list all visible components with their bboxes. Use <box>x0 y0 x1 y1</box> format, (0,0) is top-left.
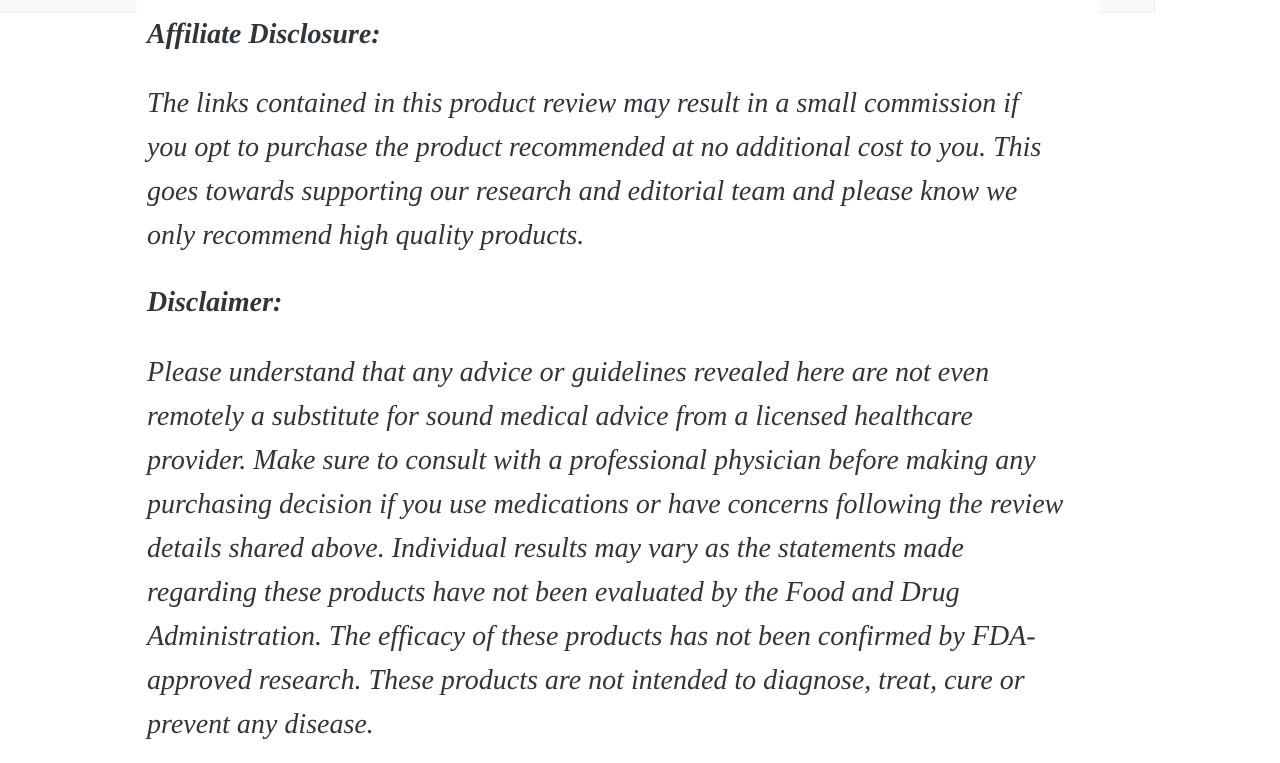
article-content: Affiliate Disclosure: The links containe… <box>147 0 1155 747</box>
affiliate-disclosure-heading: Affiliate Disclosure: <box>147 19 381 50</box>
affiliate-disclosure-paragraph: The links contained in this product revi… <box>147 88 1042 251</box>
disclaimer-paragraph: Please understand that any advice or gui… <box>147 357 1064 740</box>
disclaimer-heading: Disclaimer: <box>147 287 283 318</box>
top-edge-artifact-right <box>1099 0 1155 13</box>
top-edge-artifact-left <box>0 0 137 13</box>
